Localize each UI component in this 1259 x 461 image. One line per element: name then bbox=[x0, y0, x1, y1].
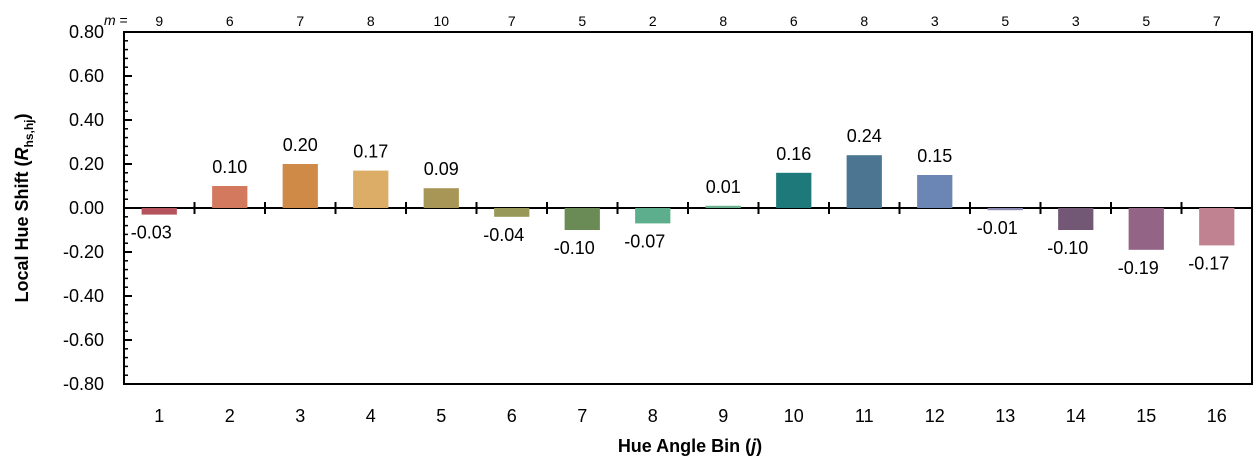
value-label: 0.24 bbox=[847, 126, 882, 146]
x-tick-label: 13 bbox=[995, 406, 1015, 426]
bar bbox=[1058, 208, 1094, 230]
x-tick-label: 1 bbox=[154, 406, 164, 426]
m-count-label: 2 bbox=[649, 13, 657, 29]
m-count-label: 10 bbox=[433, 13, 449, 29]
y-tick-label: 0.20 bbox=[69, 154, 104, 174]
bar bbox=[1199, 208, 1235, 246]
x-tick-label: 8 bbox=[648, 406, 658, 426]
value-label: -0.03 bbox=[131, 223, 172, 243]
y-axis-title: Local Hue Shift (Rhs,hj) bbox=[12, 113, 36, 302]
m-count-row: m = 9 6 7 8 10 7 5 2 8 6 8 3 5 3 5 7 bbox=[104, 12, 1221, 29]
x-tick-label: 7 bbox=[577, 406, 587, 426]
x-axis-title: Hue Angle Bin (j) bbox=[618, 436, 762, 456]
bar bbox=[353, 170, 389, 208]
value-label: -0.19 bbox=[1118, 258, 1159, 278]
bars bbox=[141, 155, 1235, 250]
bar bbox=[423, 188, 459, 208]
bar bbox=[635, 208, 671, 224]
x-tick-labels: 1 2 3 4 5 6 7 8 9 10 11 12 13 14 15 16 bbox=[154, 406, 1227, 426]
value-label: -0.10 bbox=[554, 238, 595, 258]
y-tick-label: -0.40 bbox=[63, 286, 104, 306]
m-count-label: 5 bbox=[1001, 13, 1009, 29]
y-tick-labels: 0.80 0.60 0.40 0.20 0.00 -0.20 -0.40 -0.60 -0.80 bbox=[63, 22, 104, 394]
x-tick-label: 2 bbox=[225, 406, 235, 426]
x-tick-label: 11 bbox=[855, 406, 874, 426]
value-label: -0.01 bbox=[977, 218, 1018, 238]
bar bbox=[776, 172, 812, 208]
value-label: -0.07 bbox=[624, 231, 665, 251]
x-tick-label: 9 bbox=[718, 406, 728, 426]
y-tick-label: 0.00 bbox=[69, 198, 104, 218]
y-tick-label: -0.80 bbox=[63, 374, 104, 394]
value-label: 0.09 bbox=[424, 159, 459, 179]
y-tick-label: 0.80 bbox=[69, 22, 104, 42]
x-tick-label: 6 bbox=[507, 406, 517, 426]
m-count-label: 5 bbox=[1142, 13, 1150, 29]
value-label: 0.01 bbox=[706, 177, 741, 197]
bar bbox=[917, 175, 953, 208]
value-label: 0.15 bbox=[917, 146, 952, 166]
bar bbox=[564, 208, 600, 230]
y-tick-label: 0.40 bbox=[69, 110, 104, 130]
x-tick-label: 16 bbox=[1207, 406, 1227, 426]
m-count-label: 8 bbox=[860, 13, 868, 29]
value-label: -0.04 bbox=[483, 225, 524, 245]
m-count-label: 7 bbox=[508, 13, 516, 29]
bar bbox=[141, 208, 177, 215]
y-tick-label: -0.20 bbox=[63, 242, 104, 262]
x-tick-label: 10 bbox=[784, 406, 804, 426]
m-count-label: 8 bbox=[367, 13, 375, 29]
bar bbox=[1128, 208, 1164, 250]
bar bbox=[282, 164, 318, 208]
m-count-label: 5 bbox=[578, 13, 586, 29]
x-tick-label: 15 bbox=[1136, 406, 1156, 426]
m-count-label: 8 bbox=[719, 13, 727, 29]
value-label: 0.20 bbox=[283, 135, 318, 155]
value-label: -0.17 bbox=[1188, 253, 1229, 273]
x-tick-label: 3 bbox=[295, 406, 305, 426]
x-tick-label: 4 bbox=[366, 406, 376, 426]
x-tick-label: 12 bbox=[925, 406, 945, 426]
value-labels: -0.03 0.10 0.20 0.17 0.09 -0.04 -0.10 -0.07 0.01… bbox=[131, 126, 1230, 278]
m-count-label: 3 bbox=[931, 13, 939, 29]
value-label: 0.10 bbox=[212, 157, 247, 177]
x-tick-label: 5 bbox=[436, 406, 446, 426]
m-count-label: 7 bbox=[296, 13, 304, 29]
m-count-label: 6 bbox=[790, 13, 798, 29]
bar bbox=[705, 205, 741, 208]
m-count-label: 9 bbox=[155, 13, 163, 29]
x-tick-label: 14 bbox=[1066, 406, 1086, 426]
value-label: -0.10 bbox=[1047, 238, 1088, 258]
m-count-label: 3 bbox=[1072, 13, 1080, 29]
m-count-label: 7 bbox=[1213, 13, 1221, 29]
m-count-label: 6 bbox=[226, 13, 234, 29]
bar bbox=[987, 208, 1023, 211]
value-label: 0.16 bbox=[776, 144, 811, 164]
bar bbox=[212, 186, 248, 208]
y-tick-label: 0.60 bbox=[69, 66, 104, 86]
bar bbox=[846, 155, 882, 208]
m-prefix: m = bbox=[104, 12, 128, 28]
value-label: 0.17 bbox=[353, 142, 388, 162]
y-tick-label: -0.60 bbox=[63, 330, 104, 350]
bar bbox=[494, 208, 530, 217]
